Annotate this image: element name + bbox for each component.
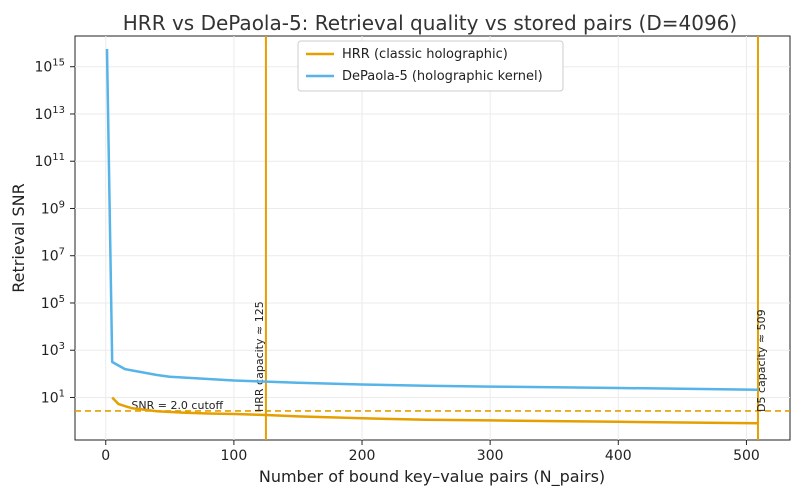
annotations: SNR = 2.0 cutoff HRR capacity ≈ 125 D5 cap… bbox=[75, 36, 790, 440]
x-tick-label: 500 bbox=[733, 448, 760, 464]
y-tick-label: 105 bbox=[41, 294, 65, 312]
series bbox=[105, 48, 759, 425]
legend-label-depaola: DePaola-5 (holographic kernel) bbox=[342, 69, 543, 84]
hrr-capacity-label: HRR capacity ≈ 125 bbox=[253, 301, 266, 412]
grid bbox=[75, 36, 790, 440]
x-tick-label: 100 bbox=[221, 448, 248, 464]
y-tick-label: 103 bbox=[41, 341, 65, 359]
chart-title: HRR vs DePaola-5: Retrieval quality vs s… bbox=[123, 11, 737, 35]
y-axis-label: Retrieval SNR bbox=[9, 183, 28, 292]
x-tick-label: 200 bbox=[349, 448, 376, 464]
legend-box bbox=[297, 40, 564, 92]
y-tick-label: 1015 bbox=[34, 58, 65, 76]
ticks: 0 100 200 300 400 500 101 103 105 107 109 1011 1013 1… bbox=[34, 58, 759, 464]
y-tick-label: 101 bbox=[41, 388, 65, 406]
y-tick-label: 1011 bbox=[34, 152, 65, 170]
series-line-hrr bbox=[111, 396, 759, 425]
plot-frame bbox=[74, 35, 791, 441]
y-tick-label: 1013 bbox=[34, 105, 65, 123]
legend-label-hrr: HRR (classic holographic) bbox=[342, 47, 508, 62]
legend: HRR (classic holographic) DePaola-5 (hol… bbox=[297, 40, 564, 92]
snr-cutoff-label: SNR = 2.0 cutoff bbox=[131, 399, 223, 412]
x-axis-label: Number of bound key–value pairs (N_pairs… bbox=[259, 467, 605, 487]
x-tick-label: 300 bbox=[477, 448, 504, 464]
d5-capacity-label: D5 capacity ≈ 509 bbox=[755, 309, 768, 412]
series-line-depaola bbox=[105, 48, 759, 391]
x-tick-label: 400 bbox=[605, 448, 632, 464]
y-tick-label: 107 bbox=[41, 247, 65, 265]
y-tick-label: 109 bbox=[41, 199, 65, 217]
x-tick-label: 0 bbox=[101, 448, 110, 464]
